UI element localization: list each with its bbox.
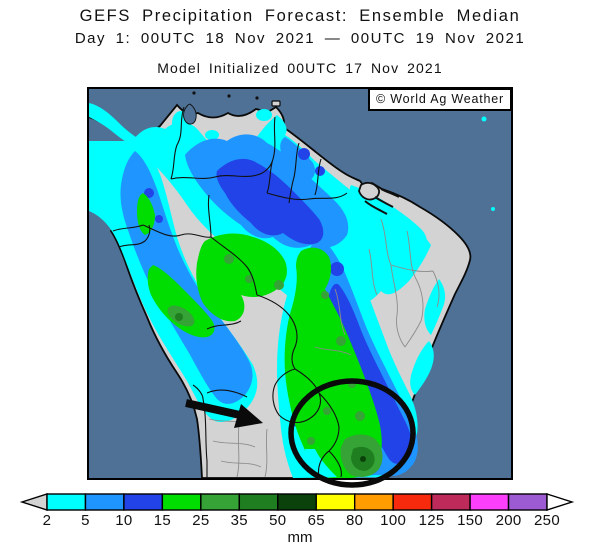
legend-bar — [19, 493, 575, 511]
legend-tick: 200 — [495, 512, 522, 529]
legend-tick: 100 — [380, 512, 407, 529]
legend-tick: 35 — [230, 512, 248, 529]
legend-tick: 10 — [115, 512, 133, 529]
watermark-text: © World Ag Weather — [375, 92, 504, 106]
legend-tick: 65 — [307, 512, 325, 529]
legend-tick: 80 — [346, 512, 364, 529]
model-initialized: Model Initialized 00UTC 17 Nov 2021 — [157, 60, 443, 76]
lake-maracaibo — [183, 103, 197, 125]
legend-tick: 25 — [192, 512, 210, 529]
legend-tick: 125 — [418, 512, 445, 529]
legend-tick: 250 — [534, 512, 560, 529]
page-title: GEFS Precipitation Forecast: Ensemble Me… — [79, 7, 521, 25]
caribbean-islands — [192, 91, 259, 100]
trinidad-island — [271, 100, 281, 107]
legend-ticks: 2 5 10 15 25 35 50 65 80 100 125 150 200 250 — [0, 512, 600, 530]
legend-tick: 15 — [153, 512, 172, 529]
header: GEFS Precipitation Forecast: Ensemble Me… — [0, 0, 600, 76]
precipitation-map — [89, 89, 511, 478]
legend-tick: 5 — [81, 512, 90, 529]
legend-tick: 50 — [269, 512, 287, 529]
watermark: © World Ag Weather — [367, 88, 512, 111]
legend-tick: 150 — [457, 512, 484, 529]
legend-tick: 2 — [42, 512, 52, 529]
state-borders — [208, 218, 440, 478]
forecast-period: Day 1: 00UTC 18 Nov 2021 — 00UTC 19 Nov … — [74, 30, 526, 47]
legend-unit: mm — [287, 529, 313, 546]
precip-50-65mm — [360, 456, 366, 462]
amazon-estuary — [358, 181, 400, 215]
map-frame: © World Ag Weather — [87, 87, 513, 480]
legend: 2 5 10 15 25 35 50 65 80 100 125 150 200 250 mm — [0, 491, 600, 548]
